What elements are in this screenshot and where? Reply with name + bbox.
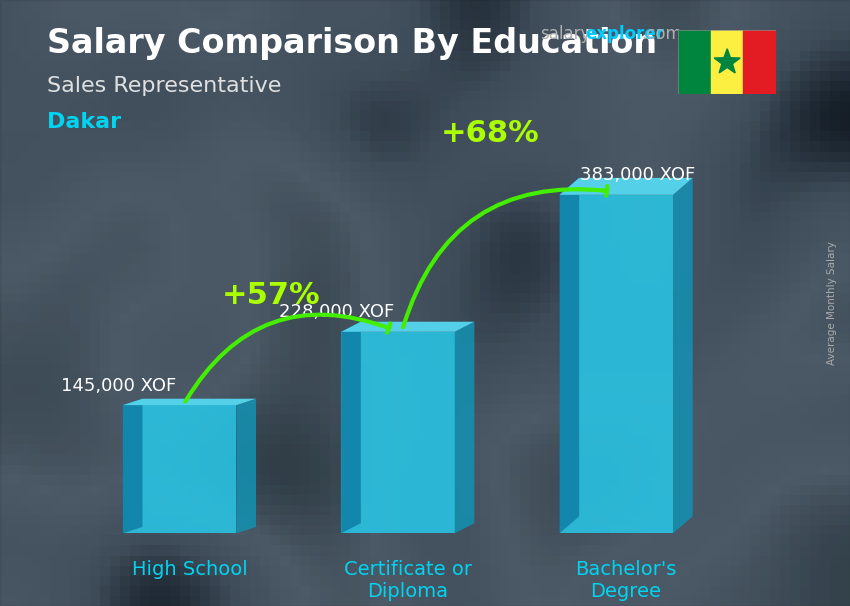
- Text: 383,000 XOF: 383,000 XOF: [581, 166, 696, 184]
- Polygon shape: [673, 178, 693, 533]
- Bar: [678, 30, 711, 94]
- Polygon shape: [122, 399, 256, 405]
- Polygon shape: [341, 322, 474, 332]
- Text: High School: High School: [132, 560, 247, 579]
- Bar: [744, 30, 776, 94]
- Text: Certificate or
Diploma: Certificate or Diploma: [343, 560, 472, 601]
- Text: salary: salary: [540, 25, 590, 44]
- Polygon shape: [559, 178, 579, 533]
- Text: +57%: +57%: [222, 281, 320, 310]
- Text: Bachelor's
Degree: Bachelor's Degree: [575, 560, 677, 601]
- Text: +68%: +68%: [440, 119, 539, 148]
- Polygon shape: [122, 399, 143, 533]
- Text: .com: .com: [641, 25, 682, 44]
- Polygon shape: [559, 178, 693, 195]
- Polygon shape: [341, 332, 455, 533]
- Text: Sales Representative: Sales Representative: [47, 76, 281, 96]
- Text: 145,000 XOF: 145,000 XOF: [61, 376, 176, 395]
- Text: Average Monthly Salary: Average Monthly Salary: [827, 241, 837, 365]
- Text: 228,000 XOF: 228,000 XOF: [279, 303, 394, 321]
- Text: explorer: explorer: [585, 25, 664, 44]
- Polygon shape: [122, 405, 236, 533]
- Bar: [711, 30, 744, 94]
- Polygon shape: [455, 322, 474, 533]
- Polygon shape: [559, 195, 673, 533]
- Text: Salary Comparison By Education: Salary Comparison By Education: [47, 27, 657, 60]
- Polygon shape: [341, 322, 360, 533]
- Polygon shape: [236, 399, 256, 533]
- Polygon shape: [714, 48, 740, 73]
- Text: Dakar: Dakar: [47, 112, 121, 132]
